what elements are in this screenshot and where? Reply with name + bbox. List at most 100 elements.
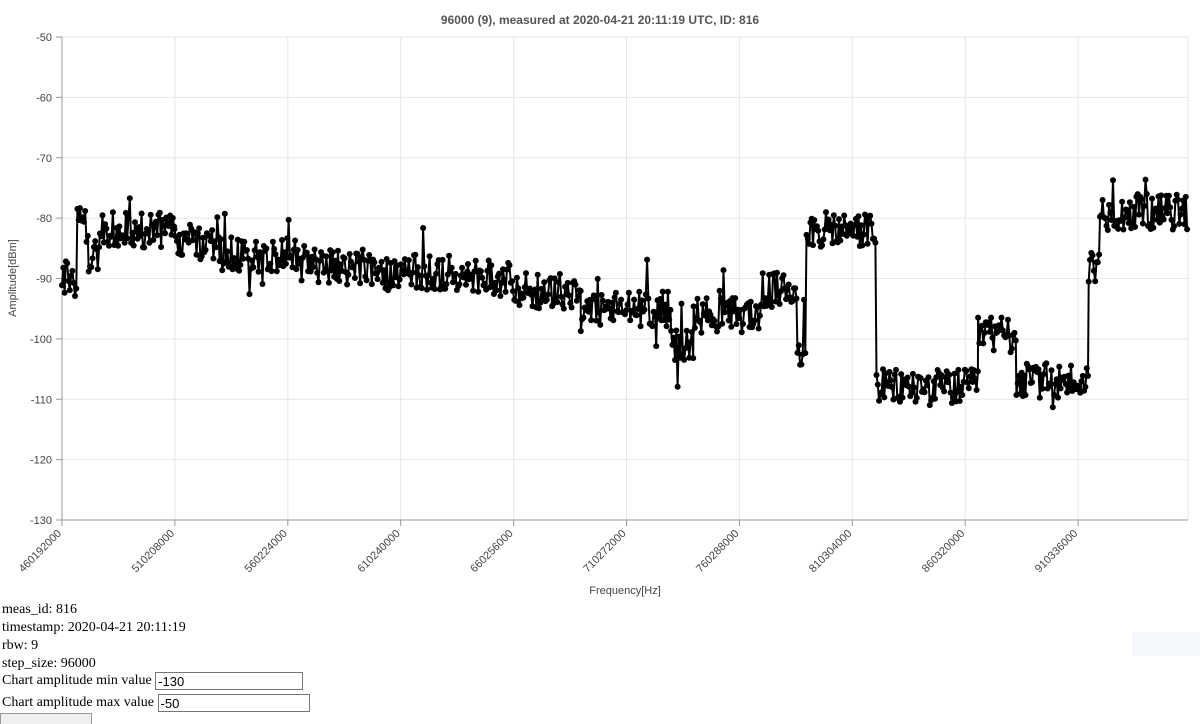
data-point [464, 261, 471, 267]
data-point [747, 298, 754, 305]
data-point [70, 279, 77, 286]
data-point [510, 288, 516, 295]
data-point [1083, 365, 1090, 372]
data-point [681, 356, 688, 363]
x-tick-label: 610240000 [355, 528, 402, 575]
data-point [1085, 278, 1092, 285]
data-point [538, 285, 545, 292]
data-point [1158, 192, 1165, 199]
data-point [488, 262, 495, 269]
data-point [363, 277, 370, 284]
background-panel [1132, 632, 1200, 656]
data-point [1124, 209, 1131, 216]
data-point [594, 275, 601, 282]
data-point [132, 219, 138, 226]
data-point [475, 288, 482, 295]
data-point [1052, 380, 1059, 387]
data-point [631, 296, 638, 303]
data-point [670, 334, 677, 341]
data-point [1136, 211, 1142, 218]
data-point [825, 216, 832, 223]
data-point [973, 387, 980, 393]
data-point [917, 375, 924, 382]
data-point [284, 235, 291, 242]
data-point [516, 302, 523, 309]
data-point [1142, 176, 1149, 183]
data-point [210, 255, 217, 262]
data-point [740, 320, 746, 327]
data-point [663, 323, 670, 330]
data-point [836, 216, 842, 223]
data-point [913, 395, 920, 401]
data-point [424, 286, 430, 293]
data-point [463, 281, 469, 288]
data-point [88, 264, 95, 271]
data-point [273, 268, 280, 275]
data-point [169, 215, 176, 221]
data-point [887, 377, 894, 384]
data-point [456, 281, 463, 288]
x-tick-label: 560224000 [243, 528, 290, 575]
data-point [657, 296, 664, 302]
y-tick-label: -120 [30, 455, 52, 467]
data-point [200, 234, 206, 241]
data-point [296, 260, 302, 267]
amplitude-max-input[interactable] [157, 694, 310, 712]
data-point [379, 279, 386, 286]
data-point [311, 246, 318, 253]
data-point [967, 373, 974, 380]
data-point [213, 244, 219, 251]
data-point [612, 289, 619, 296]
data-point [1082, 383, 1089, 390]
data-point [414, 264, 421, 271]
data-point [558, 293, 565, 300]
data-point [293, 266, 300, 273]
data-point [725, 317, 732, 324]
data-point [1021, 372, 1028, 379]
data-point [314, 269, 321, 276]
data-point [243, 247, 250, 254]
data-point [1014, 380, 1021, 387]
data-point [294, 247, 301, 253]
data-point [1043, 360, 1050, 367]
step-size-text: step_size: 96000 [2, 656, 96, 671]
data-point [1087, 256, 1093, 263]
data-point [810, 242, 816, 249]
amplitude-min-input[interactable] [155, 672, 304, 690]
data-point [804, 235, 811, 242]
data-point [357, 280, 364, 287]
data-point [1141, 203, 1148, 209]
data-point [224, 248, 231, 255]
data-point [171, 226, 178, 233]
data-point [823, 209, 829, 216]
data-point [194, 230, 201, 237]
data-point [955, 366, 962, 373]
data-point [1011, 329, 1018, 336]
data-point [398, 261, 404, 268]
data-point [1184, 226, 1191, 233]
data-point [246, 291, 253, 298]
data-point [1040, 371, 1047, 378]
data-point [707, 311, 714, 318]
data-point [137, 232, 144, 239]
data-point [418, 285, 425, 292]
data-point [439, 256, 446, 263]
data-point [784, 286, 791, 293]
data-point [819, 242, 826, 249]
data-point [1104, 227, 1111, 233]
data-point [1115, 225, 1122, 232]
data-point [65, 278, 72, 284]
data-point [196, 225, 203, 232]
data-point [776, 301, 783, 307]
data-point [633, 312, 640, 319]
data-point [442, 285, 449, 292]
data-point [926, 402, 933, 409]
data-point [179, 251, 186, 258]
data-point [1107, 209, 1114, 216]
y-tick-label: -80 [36, 213, 52, 225]
x-tick-label: 760288000 [694, 528, 741, 575]
data-point [94, 266, 101, 273]
data-point [332, 257, 339, 264]
data-point [764, 295, 771, 302]
data-point [820, 236, 827, 243]
